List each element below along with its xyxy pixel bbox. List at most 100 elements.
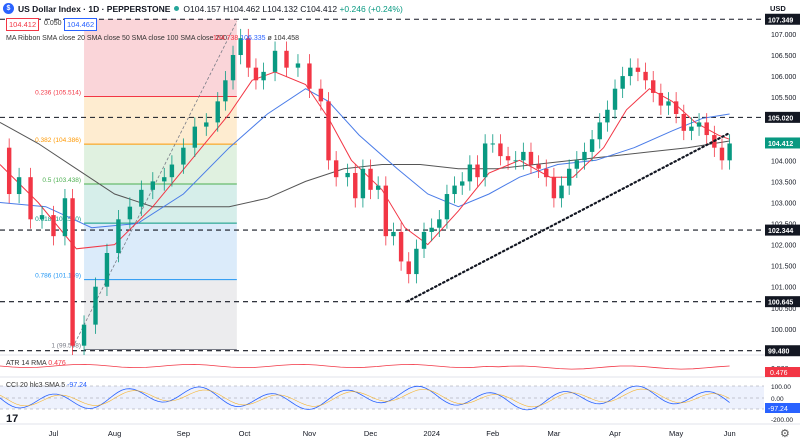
- y-tick-label: 105.500: [771, 95, 796, 102]
- x-tick-label: Aug: [108, 429, 121, 438]
- candle-body: [673, 101, 679, 114]
- candle-body: [666, 101, 671, 106]
- candle-body: [383, 185, 389, 237]
- candle-body: [605, 109, 610, 123]
- ma50-value: 106.335: [240, 35, 266, 42]
- cci-band: [0, 386, 764, 409]
- candle-body: [192, 126, 198, 148]
- candle-body: [597, 122, 602, 140]
- candle-body: [230, 55, 236, 81]
- price-badge: [765, 296, 800, 308]
- y-tick-label: 101.000: [771, 285, 796, 292]
- candle-body: [28, 177, 33, 220]
- candle-body: [398, 231, 404, 262]
- y-tick-label: 106.000: [771, 74, 796, 81]
- candle-body: [368, 168, 373, 190]
- candle-body: [505, 156, 511, 161]
- price-badge-label: 105.020: [768, 115, 793, 122]
- price-badge: [765, 345, 800, 357]
- price-badge: [765, 137, 800, 149]
- x-tick-label: Apr: [609, 429, 621, 438]
- candle-body: [104, 253, 110, 287]
- candle-body: [93, 286, 98, 325]
- ohlc-low: L104.132: [262, 3, 298, 14]
- atr-badge: [765, 367, 800, 377]
- candle-body: [116, 219, 121, 254]
- settings-gear-icon[interactable]: ⚙: [780, 428, 790, 440]
- fib-zone: [84, 279, 237, 350]
- candle-body: [307, 63, 312, 89]
- x-tick-label: Jul: [49, 429, 59, 438]
- candle-body: [261, 71, 266, 81]
- fib-level-label: 0.786 (101.169): [35, 273, 81, 280]
- ask-price-pill[interactable]: 104.462: [64, 18, 98, 31]
- ma-values: 104.738 106.335 ø 104.458: [213, 35, 299, 42]
- cci-badge-label: -97.24: [768, 406, 788, 413]
- candle-body: [272, 50, 278, 72]
- candle-body: [51, 215, 56, 237]
- cci-label: CCI 20 hlc3 SMA 5: [6, 382, 66, 389]
- candle-body: [333, 160, 339, 178]
- fib-level-label: 0.618 (102.510): [35, 216, 81, 223]
- cci-tick-label: 100.00: [771, 384, 791, 391]
- y-tick-label: 100.000: [771, 327, 796, 334]
- cci-legend[interactable]: CCI 20 hlc3 SMA 5 -97.24: [6, 382, 87, 389]
- price-badge: [765, 13, 800, 25]
- candle-body: [696, 122, 702, 127]
- fib-zone: [84, 144, 237, 185]
- price-badge-label: 99.480: [768, 349, 790, 356]
- candle-body: [559, 185, 564, 199]
- x-tick-label: Nov: [303, 429, 317, 438]
- candle-body: [204, 122, 209, 127]
- y-tick-label: 103.500: [771, 179, 796, 186]
- candle-body: [375, 185, 381, 190]
- x-tick-label: Dec: [364, 429, 378, 438]
- atr-legend[interactable]: ATR 14 RMA 0.476: [6, 360, 66, 367]
- candle-body: [658, 92, 664, 106]
- ohlc-change: +0.246 (+0.24%): [339, 3, 403, 14]
- price-badge-label: 104.412: [768, 141, 793, 148]
- candle-body: [452, 185, 457, 195]
- fib-zone: [84, 223, 237, 280]
- candle-body: [391, 231, 396, 237]
- candle-body: [498, 143, 503, 157]
- candle-body: [467, 164, 473, 182]
- candle-body: [150, 181, 155, 190]
- candle-body: [528, 151, 534, 165]
- candle-body: [326, 101, 331, 161]
- candle-body: [643, 71, 648, 81]
- candle-body: [574, 160, 580, 169]
- cci-sma-line: [0, 388, 730, 408]
- x-tick-label: 2024: [423, 429, 440, 438]
- y-tick-label: 100.500: [771, 306, 796, 313]
- candle-body: [6, 147, 12, 195]
- spread-value: 0.050: [44, 20, 62, 27]
- candle-body: [628, 67, 633, 77]
- candle-body: [482, 143, 488, 178]
- candle-body: [223, 80, 228, 102]
- tradingview-logo-icon: 17: [6, 413, 19, 425]
- candle-body: [421, 231, 427, 249]
- candle-body: [284, 50, 289, 68]
- candle-body: [246, 38, 251, 68]
- ma-ribbon-legend[interactable]: MA Ribbon SMA close 20 SMA close 50 SMA …: [6, 35, 227, 42]
- candle-body: [582, 151, 587, 161]
- price-badge: [765, 111, 800, 123]
- x-tick-label: Sep: [177, 429, 190, 438]
- bid-price-pill[interactable]: 104.412: [6, 18, 40, 31]
- y-tick-label: 101.500: [771, 264, 796, 271]
- candle-body: [215, 101, 220, 123]
- candle-body: [238, 38, 243, 56]
- chart-header: $ US Dollar Index · 1D · PEPPERSTONE O10…: [3, 3, 403, 14]
- ma-ribbon-label: MA Ribbon SMA close 20 SMA close 50 SMA …: [6, 35, 228, 42]
- candle-body: [544, 168, 549, 178]
- x-tick-label: Oct: [239, 429, 252, 438]
- price-badge: [765, 224, 800, 236]
- symbol-title[interactable]: US Dollar Index · 1D · PEPPERSTONE: [18, 3, 171, 14]
- ma100-value: ø: [267, 35, 272, 42]
- candle-body: [551, 177, 557, 199]
- candle-body: [360, 168, 366, 199]
- cci-value: -97.24: [67, 382, 87, 389]
- candle-body: [318, 88, 324, 102]
